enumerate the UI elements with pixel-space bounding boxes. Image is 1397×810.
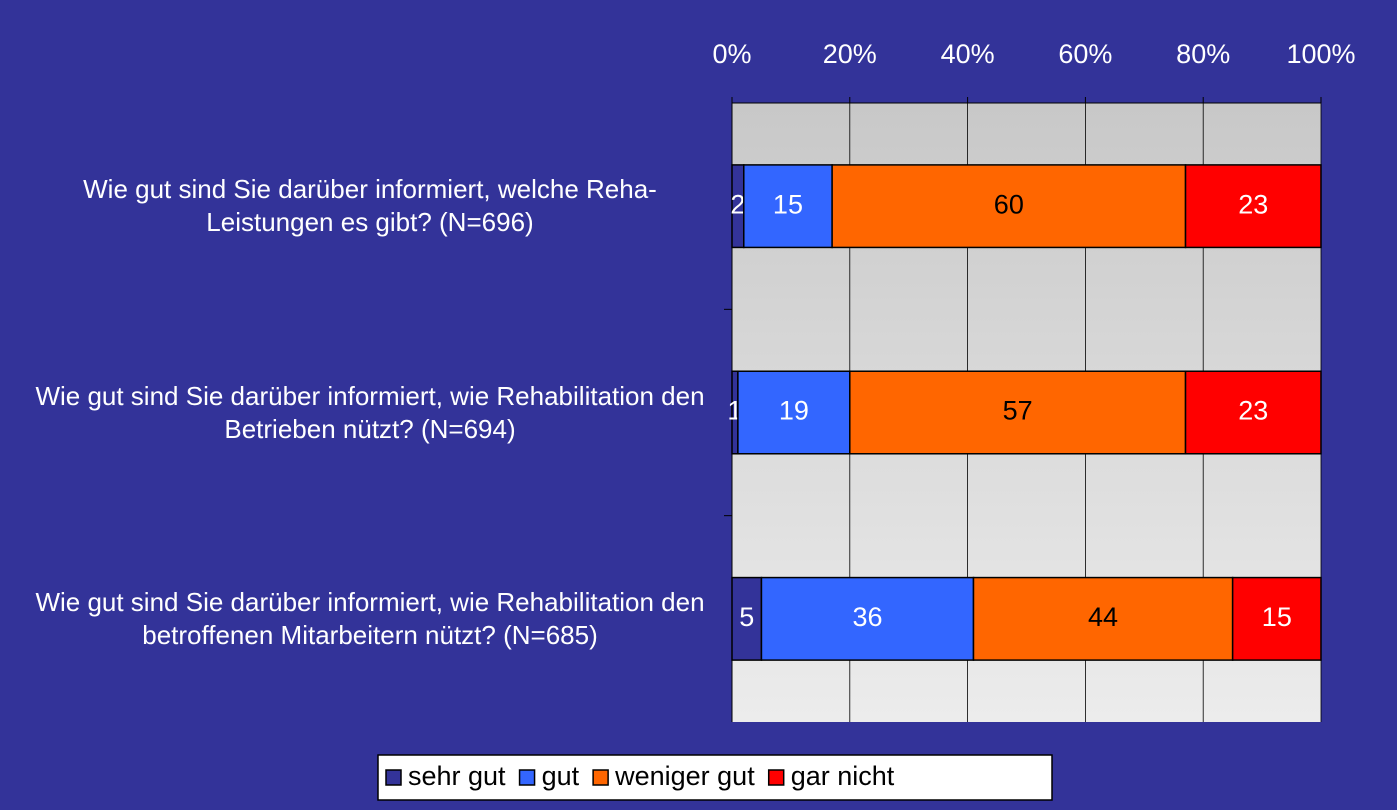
x-tick-label: 40%: [941, 39, 995, 69]
data-label: 5: [739, 602, 754, 632]
bar-segment: [831, 164, 1187, 249]
bar-segment: [743, 164, 833, 249]
category-label: Wie gut sind Sie darüber informiert, wie…: [35, 380, 705, 444]
legend-label: gar nicht: [791, 761, 895, 791]
legend-swatch: [385, 769, 402, 786]
bar-segment: [1184, 164, 1322, 249]
data-label: 57: [1003, 396, 1033, 426]
data-label: 19: [779, 396, 809, 426]
bar-segment: [1184, 370, 1322, 455]
data-label: 60: [994, 189, 1024, 219]
bar-segment: [849, 370, 1187, 455]
legend-swatch: [518, 769, 536, 786]
category-label: Wie gut sind Sie darüber informiert, wel…: [83, 174, 657, 238]
data-label: 36: [852, 602, 882, 632]
legend-swatch: [767, 769, 785, 786]
data-label: 23: [1238, 189, 1268, 219]
legend-label: sehr gut: [408, 761, 506, 791]
data-label: 2: [730, 189, 745, 219]
bar-segment: [760, 576, 975, 661]
bar-segment: [972, 576, 1234, 661]
x-tick-label: 80%: [1176, 39, 1230, 69]
data-label: 23: [1238, 396, 1268, 426]
x-tick-label: 0%: [712, 39, 751, 69]
legend-box: [377, 754, 1053, 801]
data-label: 15: [773, 189, 803, 219]
bar-segment: [1231, 576, 1322, 661]
category-label: Wie gut sind Sie darüber informiert, wie…: [35, 586, 705, 650]
legend-swatch: [592, 769, 609, 786]
bar-segment: [737, 370, 851, 455]
x-tick-label: 100%: [1286, 39, 1355, 69]
legend-label: weniger gut: [614, 761, 755, 791]
x-tick-label: 60%: [1058, 39, 1112, 69]
data-label: 44: [1088, 602, 1118, 632]
data-label: 15: [1262, 602, 1292, 632]
legend-label: gut: [542, 761, 580, 791]
x-tick-label: 20%: [823, 39, 877, 69]
